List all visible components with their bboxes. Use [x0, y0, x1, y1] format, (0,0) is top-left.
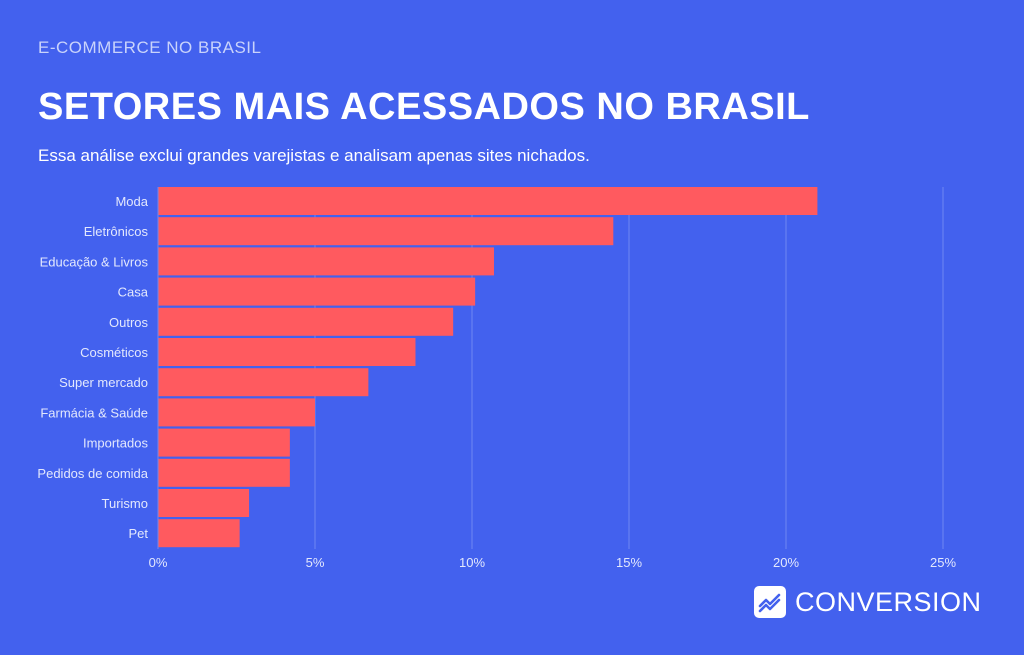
x-tick-label: 10%: [459, 555, 485, 570]
x-tick-label: 5%: [306, 555, 325, 570]
bar: [158, 277, 476, 306]
category-label: Turismo: [102, 496, 148, 511]
chart-subtitle: Essa análise exclui grandes varejistas e…: [38, 146, 590, 165]
bar: [158, 398, 315, 427]
category-label: Casa: [118, 285, 149, 300]
category-label: Moda: [115, 194, 148, 209]
category-label: Pet: [128, 526, 148, 541]
bar: [158, 428, 290, 457]
bar: [158, 338, 416, 366]
bar: [158, 368, 369, 397]
bar: [158, 247, 494, 276]
category-label: Cosméticos: [80, 345, 148, 360]
bar: [158, 307, 454, 336]
bar: [158, 489, 250, 517]
category-label: Pedidos de comida: [37, 466, 148, 481]
chart-line-icon: [754, 586, 786, 618]
bar: [158, 458, 290, 487]
x-tick-label: 20%: [773, 555, 799, 570]
bar: [158, 187, 818, 215]
eyebrow-label: E-COMMERCE NO BRASIL: [38, 38, 262, 57]
category-label: Super mercado: [59, 375, 148, 390]
x-tick-label: 25%: [930, 555, 956, 570]
bar: [158, 217, 614, 246]
category-label: Farmácia & Saúde: [40, 405, 148, 420]
category-label: Educação & Livros: [40, 254, 149, 269]
category-label: Outros: [109, 315, 149, 330]
brand-logo: CONVERSION: [754, 586, 982, 618]
x-tick-label: 0%: [149, 555, 168, 570]
chart-title: SETORES MAIS ACESSADOS NO BRASIL: [38, 86, 810, 128]
category-label: Importados: [83, 436, 149, 451]
x-tick-label: 15%: [616, 555, 642, 570]
category-label: Eletrônicos: [84, 224, 149, 239]
brand-name: CONVERSION: [795, 586, 982, 617]
bar: [158, 519, 240, 548]
